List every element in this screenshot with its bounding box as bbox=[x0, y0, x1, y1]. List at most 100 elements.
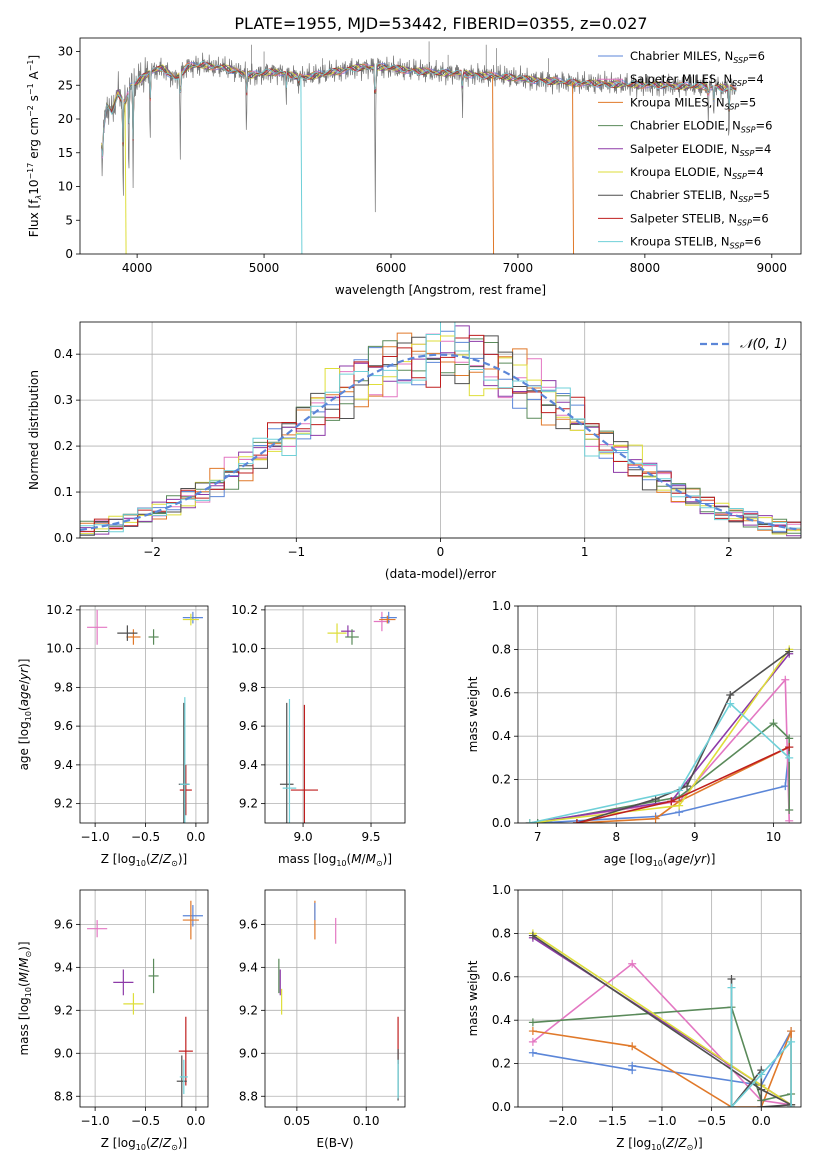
data-marker bbox=[787, 1103, 796, 1107]
y-tick-label: 0.2 bbox=[492, 773, 511, 787]
y-axis-label: mass [log10(M/M⊙)] bbox=[17, 941, 33, 1055]
y-tick-label: 9.6 bbox=[54, 719, 73, 733]
plot-area bbox=[278, 900, 399, 1101]
legend-label: Kroupa MILES, NSSP=5 bbox=[630, 95, 756, 111]
x-tick-label: −1.0 bbox=[81, 830, 110, 844]
data-marker bbox=[781, 675, 790, 684]
model-gap-line bbox=[124, 103, 127, 254]
axes-frame bbox=[79, 605, 209, 824]
x-tick-label: 10 bbox=[766, 830, 781, 844]
y-tick-label: 10.2 bbox=[231, 603, 258, 617]
axes-frame bbox=[79, 889, 209, 1108]
data-marker bbox=[727, 1103, 736, 1107]
data-marker bbox=[675, 801, 684, 810]
data-marker bbox=[528, 1018, 537, 1027]
data-marker bbox=[528, 1027, 537, 1036]
y-tick-label: 9.8 bbox=[54, 680, 73, 694]
x-tick-label: 9.0 bbox=[294, 830, 313, 844]
x-axis-label: E(B-V) bbox=[316, 1136, 353, 1150]
y-tick-label: 0.3 bbox=[54, 393, 73, 407]
x-tick-label: 9 bbox=[691, 830, 699, 844]
x-tick-label: −0.5 bbox=[131, 830, 160, 844]
mass-weight-line bbox=[576, 746, 790, 823]
y-tick-label: 0 bbox=[65, 247, 73, 261]
y-tick-label: 9.4 bbox=[239, 758, 258, 772]
axes-frame bbox=[79, 321, 802, 539]
data-marker bbox=[785, 753, 794, 762]
spectrum-model-line bbox=[101, 61, 737, 157]
y-tick-label: 9.2 bbox=[54, 1003, 73, 1017]
data-marker bbox=[726, 699, 735, 708]
y-tick-label: 30 bbox=[58, 45, 73, 59]
y-tick-label: 10.0 bbox=[46, 642, 73, 656]
legend-label: 𝒩(0, 1) bbox=[740, 337, 787, 352]
axes-frame bbox=[79, 37, 802, 255]
x-tick-label: 1 bbox=[581, 545, 589, 559]
x-tick-label: 6000 bbox=[376, 261, 407, 275]
y-tick-label: 0.4 bbox=[54, 347, 73, 361]
y-tick-label: 10.0 bbox=[231, 642, 258, 656]
y-tick-label: 9.6 bbox=[54, 917, 73, 931]
data-marker bbox=[525, 819, 534, 823]
x-tick-label: −1 bbox=[287, 545, 305, 559]
plot-area bbox=[279, 611, 397, 823]
y-tick-label: 0.4 bbox=[492, 729, 511, 743]
legend-label: Salpeter STELIB, NSSP=6 bbox=[630, 211, 769, 227]
data-marker bbox=[683, 782, 692, 791]
x-axis-label: mass [log10(M/M⊙)] bbox=[278, 852, 392, 868]
data-marker bbox=[787, 1027, 796, 1036]
spectrum-model-line bbox=[101, 62, 737, 156]
y-tick-label: 8.8 bbox=[239, 1089, 258, 1103]
data-marker bbox=[628, 1061, 637, 1070]
y-tick-label: 0.8 bbox=[492, 926, 511, 940]
y-tick-label: 1.0 bbox=[492, 599, 511, 613]
legend-label: Kroupa STELIB, NSSP=6 bbox=[630, 235, 761, 251]
x-tick-label: 0 bbox=[437, 545, 445, 559]
x-axis-label: wavelength [Angstrom, rest frame] bbox=[335, 283, 546, 297]
y-tick-label: 9.2 bbox=[239, 1003, 258, 1017]
x-tick-label: 7 bbox=[534, 830, 542, 844]
x-axis-label: age [log10(age/yr)] bbox=[604, 852, 716, 868]
data-marker bbox=[785, 734, 794, 743]
model-gap-line bbox=[492, 75, 495, 254]
y-axis-label: mass weight bbox=[466, 960, 480, 1036]
data-marker bbox=[726, 690, 735, 699]
panel-mass_vs_Z: −1.0 −0.5 0.0 8.8 9.0 9.2 9.4 9.6 Z [log10(Z/Z⊙)… bbox=[17, 889, 209, 1152]
y-axis-label: Flux [fλ10−17 erg cm−2 s−1 A−1] bbox=[26, 55, 43, 237]
y-tick-label: 0.0 bbox=[492, 1100, 511, 1114]
legend-label: Salpeter ELODIE, NSSP=4 bbox=[630, 142, 771, 158]
legend-label: Kroupa ELODIE, NSSP=4 bbox=[630, 165, 764, 181]
legend-label: Chabrier STELIB, NSSP=5 bbox=[630, 188, 770, 204]
y-tick-label: 9.4 bbox=[239, 960, 258, 974]
x-tick-label: 7000 bbox=[503, 261, 534, 275]
panel-age_vs_mass: 9.0 9.5 9.2 9.4 9.6 9.8 10.0 10.2 mass [log10(M/… bbox=[231, 603, 406, 868]
spectrum-model-line bbox=[101, 61, 737, 157]
panel-mass_vs_ebv: 0.05 0.10 8.8 9.0 9.2 9.4 9.6 E(B-V) bbox=[239, 889, 406, 1150]
y-tick-label: 0.6 bbox=[492, 970, 511, 984]
y-tick-label: 9.8 bbox=[239, 680, 258, 694]
y-tick-label: 1.0 bbox=[492, 883, 511, 897]
axes-frame bbox=[264, 605, 406, 824]
legend-label: Chabrier MILES, NSSP=6 bbox=[630, 49, 765, 65]
axes-frame bbox=[517, 605, 802, 824]
data-marker bbox=[785, 816, 794, 823]
y-tick-label: 8.8 bbox=[54, 1089, 73, 1103]
y-tick-label: 9.4 bbox=[54, 960, 73, 974]
data-marker bbox=[727, 974, 736, 983]
mass-weight-line bbox=[537, 746, 790, 823]
mass-weight-line bbox=[532, 962, 792, 1106]
mass-weight-line bbox=[529, 702, 790, 823]
panel-residuals: −2 −1 0 1 2 0.0 0.1 0.2 0.3 0.4 (data-model)/error… bbox=[27, 321, 802, 581]
legend-label: Chabrier ELODIE, NSSP=6 bbox=[630, 119, 772, 135]
y-tick-label: 10.2 bbox=[46, 603, 73, 617]
legend: Chabrier MILES, NSSP=6 Salpeter MILES, NS… bbox=[598, 49, 772, 251]
x-tick-label: −2 bbox=[143, 545, 161, 559]
plot-area bbox=[528, 929, 796, 1107]
y-tick-label: 20 bbox=[58, 112, 73, 126]
x-tick-label: 0.05 bbox=[284, 1114, 311, 1128]
data-marker bbox=[528, 1037, 537, 1046]
x-tick-label: 9.5 bbox=[361, 830, 380, 844]
y-axis-label: mass weight bbox=[466, 676, 480, 752]
data-marker bbox=[757, 1103, 766, 1107]
panel-spectrum: 4000 5000 6000 7000 8000 9000 0 5 10 15 20 25 30 wave… bbox=[26, 37, 802, 297]
